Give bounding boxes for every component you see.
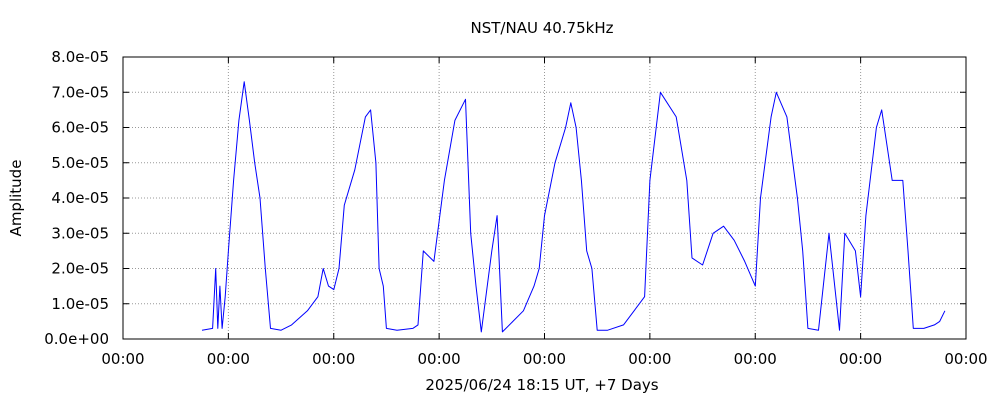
- x-tick-label: 00:00: [101, 350, 144, 368]
- y-tick-label: 6.0e-05: [51, 119, 109, 137]
- y-axis-ticks: 0.0e+00 1.0e-05 2.0e-05 3.0e-05 4.0e-05 5.0e-…: [44, 48, 966, 348]
- y-tick-label: 3.0e-05: [51, 224, 109, 242]
- x-tick-label: 00:00: [839, 350, 882, 368]
- y-axis-label: Amplitude: [7, 160, 25, 237]
- x-tick-label: 00:00: [207, 350, 250, 368]
- series-layer: [201, 81, 946, 333]
- y-tick-label: 4.0e-05: [51, 189, 109, 207]
- x-axis-label: 2025/06/24 18:15 UT, +7 Days: [425, 376, 658, 394]
- x-axis-ticks: 00:00 00:00 00:00 00:00 00:00 00:00 00:00 00:00…: [101, 57, 988, 368]
- series-line-0: [201, 81, 946, 333]
- y-tick-label: 7.0e-05: [51, 83, 109, 101]
- y-tick-label: 1.0e-05: [51, 295, 109, 313]
- y-tick-label: 5.0e-05: [51, 154, 109, 172]
- grid-lines: [123, 57, 966, 339]
- x-tick-label: 00:00: [944, 350, 987, 368]
- x-tick-label: 00:00: [734, 350, 777, 368]
- x-tick-label: 00:00: [523, 350, 566, 368]
- y-tick-label: 8.0e-05: [51, 48, 109, 66]
- y-tick-label: 0.0e+00: [44, 330, 109, 348]
- x-tick-label: 00:00: [418, 350, 461, 368]
- y-tick-label: 2.0e-05: [51, 260, 109, 278]
- x-tick-label: 00:00: [628, 350, 671, 368]
- x-tick-label: 00:00: [312, 350, 355, 368]
- chart-title: NST/NAU 40.75kHz: [471, 19, 614, 37]
